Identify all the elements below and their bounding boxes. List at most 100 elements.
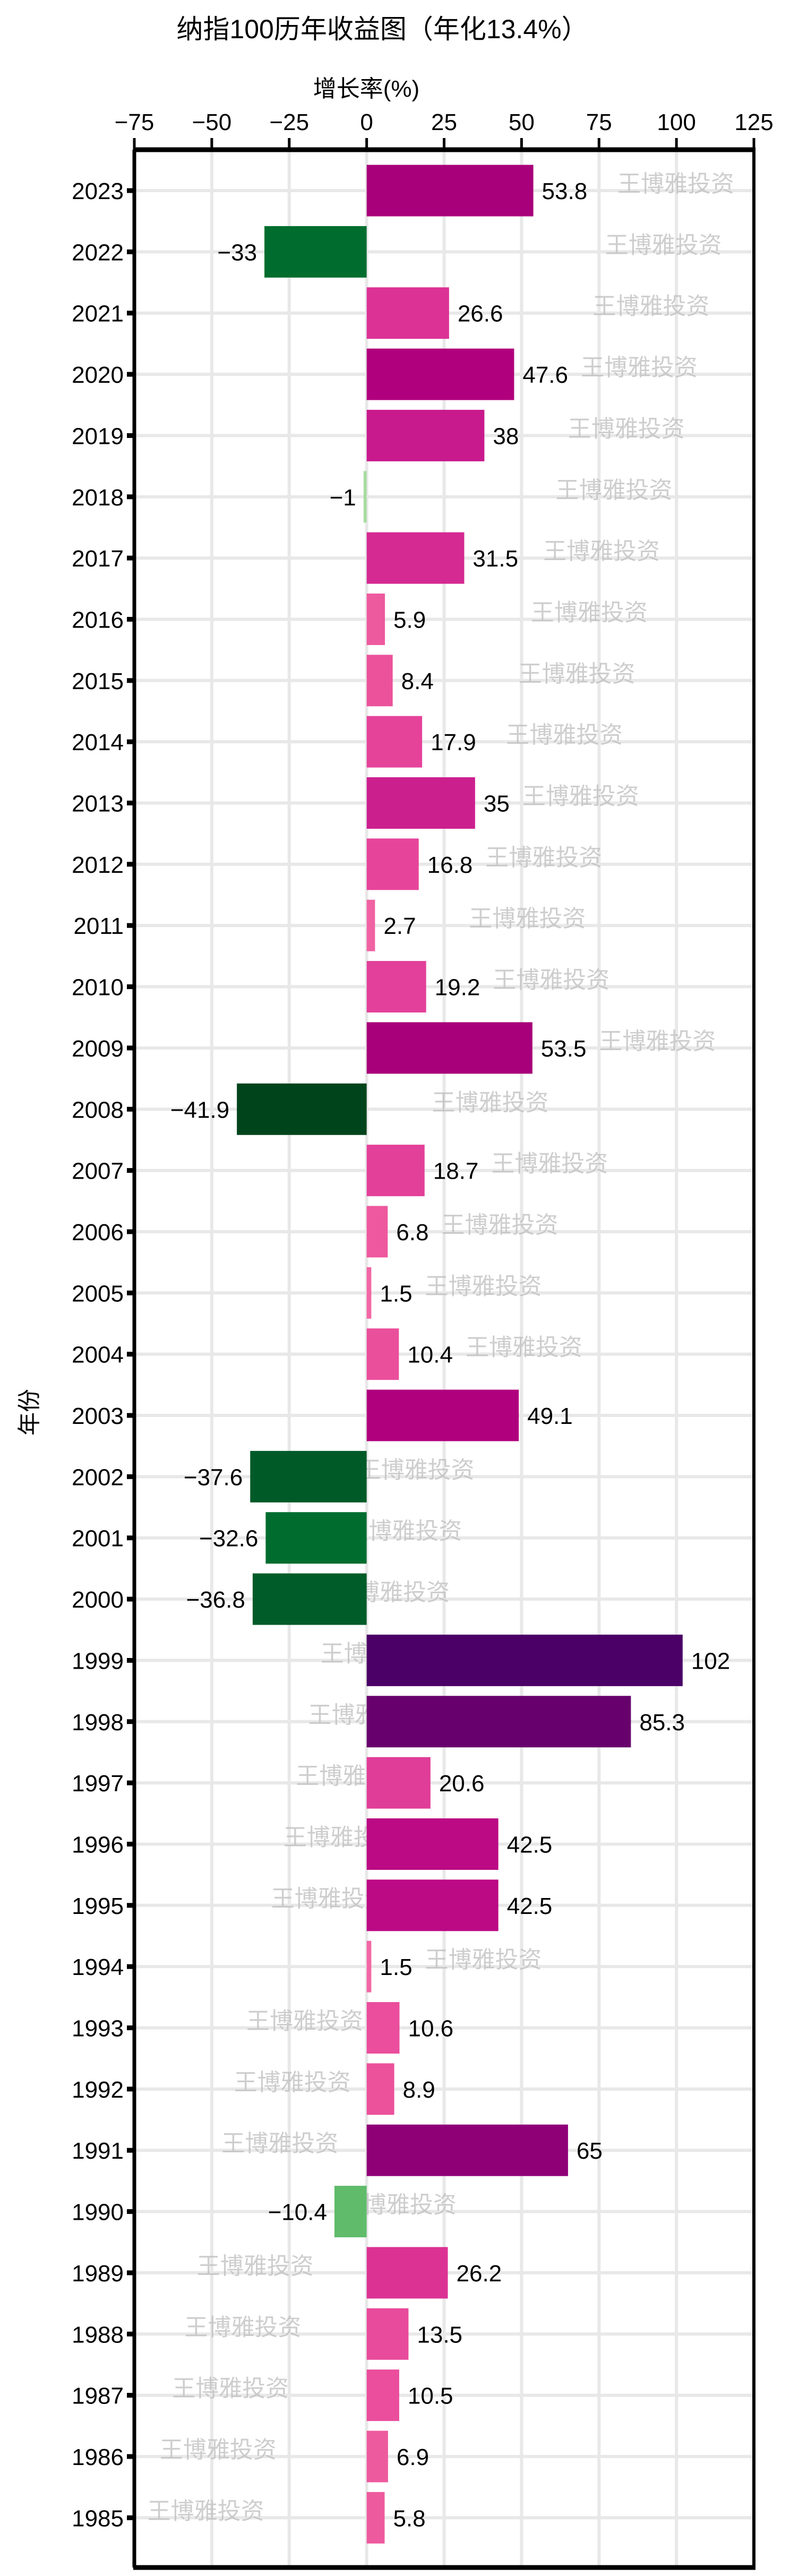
value-label: 8.9 xyxy=(403,2077,435,2103)
bar-1998 xyxy=(366,1696,631,1748)
bar-1990 xyxy=(334,2186,367,2238)
bar-2007 xyxy=(366,1145,425,1197)
watermark-text: 王博雅投资 xyxy=(556,477,673,503)
bar-1986 xyxy=(366,2431,388,2483)
watermark-text: 王博雅投资 xyxy=(506,722,623,748)
bar-2019 xyxy=(366,409,485,461)
bar-1987 xyxy=(366,2369,399,2422)
value-label: 85.3 xyxy=(639,1710,685,1736)
x-tick-label: 75 xyxy=(586,109,612,135)
y-tick-label: 1999 xyxy=(72,1648,124,1674)
watermark-text: 王博雅投资 xyxy=(491,1151,608,1177)
value-label: 10.5 xyxy=(408,2383,453,2409)
y-tick-label: 1995 xyxy=(72,1893,124,1919)
watermark-text: 王博雅投资 xyxy=(617,171,734,197)
value-label: −32.6 xyxy=(199,1526,258,1552)
watermark-text: 王博雅投资 xyxy=(185,2314,302,2340)
bars xyxy=(237,165,683,2544)
bar-2023 xyxy=(366,165,534,217)
value-label: 17.9 xyxy=(431,729,476,755)
bar-2013 xyxy=(366,777,475,829)
x-tick-label: −50 xyxy=(192,109,232,135)
value-label: −33 xyxy=(217,239,257,265)
axes-frame xyxy=(132,147,755,2570)
value-label: −37.6 xyxy=(184,1464,243,1490)
x-axis-label: 增长率(%) xyxy=(313,76,419,102)
value-labels: 53.8 −33 26.6 47.6 38 −1 31.5 5.9 8.4 17.9 35 16.8 2… xyxy=(170,178,730,2531)
value-label: −36.8 xyxy=(186,1587,245,1613)
watermark-text: 王博雅投资 xyxy=(469,906,586,932)
bar-2011 xyxy=(366,899,375,951)
value-label: −10.4 xyxy=(268,2200,327,2226)
chart-title: 纳指100历年收益图（年化13.4%） xyxy=(176,14,588,44)
value-label: −1 xyxy=(330,485,356,511)
y-tick-label: 1989 xyxy=(72,2261,124,2287)
value-label: 26.6 xyxy=(458,301,503,327)
value-label: 49.1 xyxy=(527,1403,573,1429)
x-tick-label: −75 xyxy=(115,109,154,135)
x-tick-label: 50 xyxy=(509,109,535,135)
bar-1989 xyxy=(366,2247,448,2299)
y-tick-label: 2002 xyxy=(72,1464,124,1490)
y-tick-label: 1988 xyxy=(72,2322,124,2348)
y-tick-label: 1996 xyxy=(72,1832,124,1858)
value-label: 65 xyxy=(577,2138,603,2164)
x-tick-label: 125 xyxy=(734,109,773,135)
watermark-text: 王博雅投资 xyxy=(592,294,709,320)
value-label: 5.8 xyxy=(393,2505,425,2531)
value-label: 53.8 xyxy=(542,178,588,204)
y-tick-label: 2004 xyxy=(72,1342,124,1368)
y-axis-label: 年份 xyxy=(16,1389,42,1436)
y-tick-label: 2008 xyxy=(72,1097,124,1123)
watermark-text: 王博雅投资 xyxy=(148,2498,264,2524)
y-tick-label: 1992 xyxy=(72,2077,124,2103)
value-label: 13.5 xyxy=(417,2322,462,2348)
y-ticks: 2023 2022 2021 2020 2019 2018 2017 2016 2015 2014… xyxy=(72,178,134,2531)
y-tick-label: 2017 xyxy=(72,546,124,572)
y-tick-label: 2009 xyxy=(72,1036,124,1062)
watermark-text: 王博雅投资 xyxy=(172,2376,289,2402)
y-tick-label: 2001 xyxy=(72,1526,124,1552)
bar-1999 xyxy=(366,1634,683,1686)
watermark-text: 王博雅投资 xyxy=(568,416,685,442)
value-label: 16.8 xyxy=(427,852,473,878)
bar-1991 xyxy=(366,2124,568,2176)
bar-2001 xyxy=(265,1512,367,1564)
y-tick-label: 2000 xyxy=(72,1587,124,1613)
y-tick-label: 1993 xyxy=(72,2016,124,2042)
bar-2021 xyxy=(366,287,449,339)
x-tick-label: 25 xyxy=(431,109,457,135)
value-label: 42.5 xyxy=(507,1832,553,1858)
watermark-text: 王博雅投资 xyxy=(605,232,722,258)
y-tick-label: 2006 xyxy=(72,1220,124,1246)
value-label: 1.5 xyxy=(380,1281,412,1307)
value-label: 53.5 xyxy=(541,1036,587,1062)
value-label: 18.7 xyxy=(433,1158,479,1184)
watermark-text: 王博雅投资 xyxy=(485,845,602,871)
watermark-text: 王博雅投资 xyxy=(197,2253,314,2279)
watermark-text: 王博雅投资 xyxy=(160,2437,277,2463)
value-label: 38 xyxy=(493,423,519,449)
bar-2003 xyxy=(366,1389,519,1441)
bar-1985 xyxy=(366,2492,385,2544)
y-tick-label: 2023 xyxy=(72,178,124,204)
bar-2004 xyxy=(366,1328,399,1380)
bar-1992 xyxy=(366,2063,394,2115)
y-tick-label: 2015 xyxy=(72,668,124,694)
watermark-text: 王博雅投资 xyxy=(221,2131,338,2157)
watermark-text: 王博雅投资 xyxy=(599,1028,716,1054)
y-tick-label: 2010 xyxy=(72,975,124,1001)
y-tick-label: 2019 xyxy=(72,423,124,449)
watermark-text: 王博雅投资 xyxy=(432,1089,549,1115)
bar-1995 xyxy=(366,1879,499,1931)
value-label: 42.5 xyxy=(507,1893,553,1919)
value-label: 6.8 xyxy=(396,1220,428,1246)
value-label: 26.2 xyxy=(457,2261,502,2287)
y-tick-label: 2016 xyxy=(72,607,124,633)
bar-2014 xyxy=(366,716,423,768)
watermark-text: 王博雅投资 xyxy=(522,784,639,810)
watermark-text: 王博雅投资 xyxy=(234,2070,351,2096)
bar-2018 xyxy=(363,471,367,523)
value-label: 20.6 xyxy=(439,1771,485,1797)
